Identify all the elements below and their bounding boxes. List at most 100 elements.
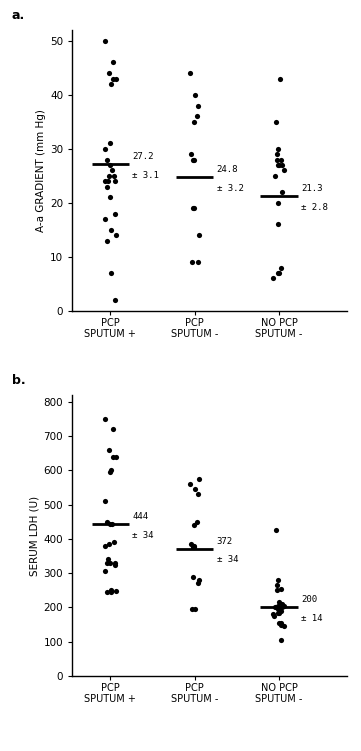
- Point: [106, 538, 112, 550]
- Point: [281, 600, 287, 612]
- Text: ± 3.1: ± 3.1: [132, 170, 159, 179]
- Point: [109, 224, 114, 236]
- Point: [271, 610, 277, 622]
- Point: [275, 267, 281, 279]
- Point: [104, 586, 110, 598]
- Point: [279, 602, 285, 614]
- Point: [190, 154, 196, 166]
- Point: [109, 164, 115, 176]
- Point: [112, 559, 118, 571]
- Point: [191, 519, 197, 531]
- Point: [107, 557, 113, 569]
- Point: [195, 100, 200, 112]
- Point: [110, 451, 116, 463]
- Point: [106, 444, 112, 456]
- Point: [107, 192, 113, 204]
- Point: [277, 267, 282, 279]
- Point: [274, 116, 279, 128]
- Point: [106, 170, 112, 182]
- Point: [279, 186, 285, 198]
- Point: [278, 605, 283, 617]
- Point: [106, 68, 112, 80]
- Point: [102, 413, 108, 425]
- Point: [279, 617, 284, 629]
- Point: [275, 197, 281, 209]
- Point: [191, 202, 197, 214]
- Point: [112, 557, 118, 569]
- Point: [112, 175, 118, 187]
- Point: [270, 608, 276, 620]
- Point: [196, 229, 201, 241]
- Point: [113, 229, 118, 241]
- Point: [190, 603, 195, 615]
- Point: [275, 159, 281, 171]
- Point: [277, 607, 282, 619]
- Text: b.: b.: [12, 374, 26, 387]
- Point: [275, 603, 281, 615]
- Point: [270, 273, 276, 285]
- Point: [278, 619, 284, 631]
- Point: [194, 516, 200, 528]
- Point: [277, 73, 283, 85]
- Point: [187, 68, 193, 80]
- Text: 27.2: 27.2: [132, 152, 154, 161]
- Point: [102, 540, 108, 552]
- Text: ± 3.2: ± 3.2: [217, 184, 243, 193]
- Point: [196, 473, 202, 485]
- Point: [276, 596, 282, 608]
- Point: [112, 294, 118, 306]
- Text: ± 34: ± 34: [132, 531, 154, 540]
- Point: [190, 202, 196, 214]
- Point: [113, 73, 119, 85]
- Point: [112, 207, 118, 219]
- Point: [104, 181, 110, 193]
- Point: [275, 219, 281, 231]
- Point: [102, 213, 108, 225]
- Point: [275, 143, 281, 155]
- Point: [111, 170, 117, 182]
- Point: [107, 159, 113, 171]
- Y-axis label: SERUM LDH (U): SERUM LDH (U): [29, 496, 39, 575]
- Point: [278, 154, 284, 166]
- Point: [108, 78, 113, 90]
- Point: [104, 234, 110, 246]
- Point: [102, 495, 108, 507]
- Point: [111, 536, 117, 548]
- Point: [104, 557, 110, 569]
- Point: [275, 584, 280, 596]
- Point: [110, 56, 116, 68]
- Point: [105, 553, 110, 566]
- Point: [113, 585, 118, 597]
- Point: [275, 607, 281, 619]
- Point: [113, 451, 119, 463]
- Point: [105, 175, 110, 187]
- Point: [276, 159, 282, 171]
- Point: [196, 574, 201, 586]
- Point: [272, 170, 278, 182]
- Text: 24.8: 24.8: [217, 165, 238, 174]
- Point: [195, 578, 201, 590]
- Point: [275, 574, 281, 586]
- Point: [191, 116, 197, 128]
- Point: [278, 634, 284, 646]
- Point: [192, 483, 198, 495]
- Text: 444: 444: [132, 512, 148, 521]
- Text: 21.3: 21.3: [301, 184, 322, 193]
- Point: [107, 466, 113, 478]
- Point: [192, 89, 198, 101]
- Text: ± 14: ± 14: [301, 614, 322, 623]
- Point: [278, 583, 284, 595]
- Point: [109, 584, 114, 596]
- Point: [102, 143, 108, 155]
- Point: [108, 267, 114, 279]
- Point: [192, 603, 198, 615]
- Point: [107, 517, 113, 529]
- Point: [188, 538, 194, 550]
- Point: [110, 73, 116, 85]
- Point: [194, 110, 200, 122]
- Point: [108, 586, 114, 598]
- Text: 200: 200: [301, 596, 317, 605]
- Point: [195, 488, 200, 500]
- Point: [107, 137, 113, 149]
- Y-axis label: A-a GRADIENT (mm Hg): A-a GRADIENT (mm Hg): [36, 109, 46, 232]
